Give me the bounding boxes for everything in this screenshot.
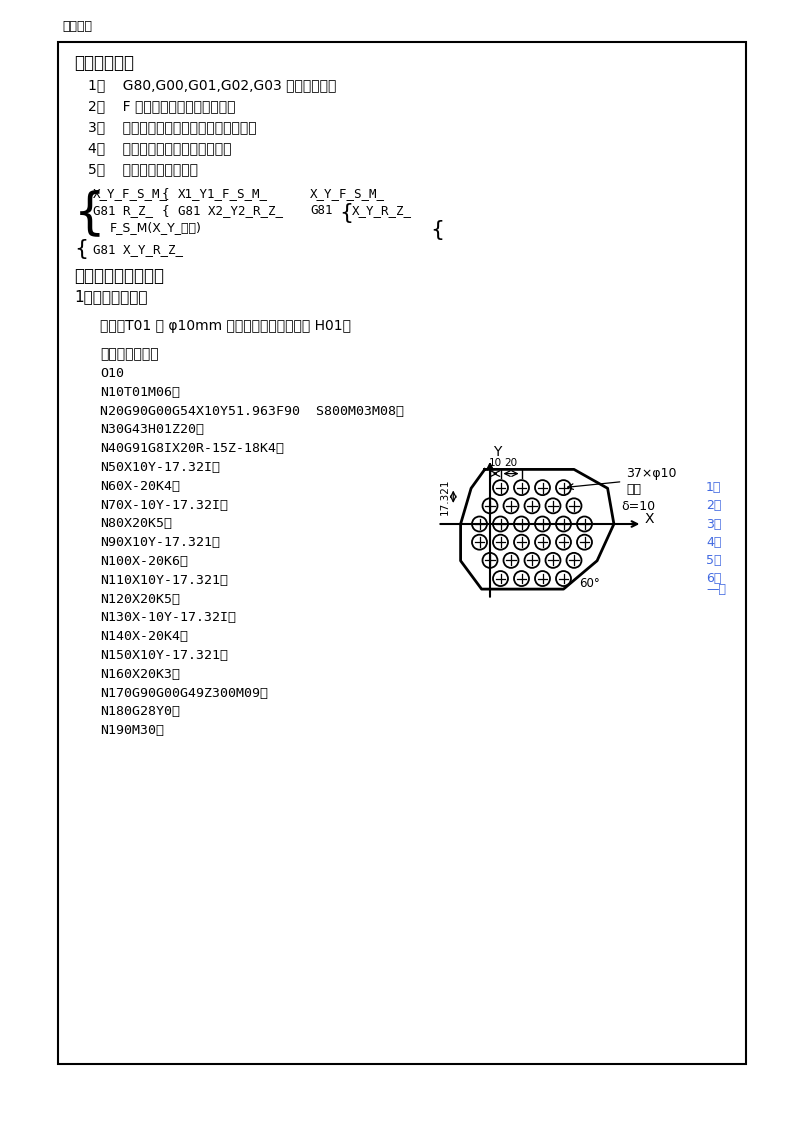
Text: 2排: 2排: [706, 499, 722, 513]
Text: 欢迎阅读: 欢迎阅读: [62, 20, 92, 33]
Text: {: {: [430, 220, 444, 240]
Text: N10T01M06；: N10T01M06；: [100, 386, 180, 398]
Text: 4、    加工电子仪时，倍率开关无效: 4、 加工电子仪时，倍率开关无效: [88, 141, 232, 155]
Text: N190M30；: N190M30；: [100, 724, 164, 737]
Text: δ=10: δ=10: [621, 499, 655, 513]
Text: G81 X2_Y2_R_Z_: G81 X2_Y2_R_Z_: [178, 204, 283, 217]
Text: —排: —排: [706, 582, 726, 596]
Text: 1、    G80,G00,G01,G02,G03 取消固定循环: 1、 G80,G00,G01,G02,G03 取消固定循环: [88, 79, 336, 92]
Text: G81 R_Z_: G81 R_Z_: [93, 204, 153, 217]
Text: N110X10Y-17.321；: N110X10Y-17.321；: [100, 573, 228, 587]
Text: O10: O10: [100, 367, 124, 380]
Text: 2、    F 取消了固定循环也保留下来: 2、 F 取消了固定循环也保留下来: [88, 99, 236, 113]
Text: 60°: 60°: [579, 578, 600, 590]
Bar: [58, 42, 746, 1064]
Text: 3排: 3排: [706, 517, 722, 531]
Text: 17.321: 17.321: [440, 478, 450, 515]
Text: 四、注意事项: 四、注意事项: [74, 54, 134, 72]
Text: N70X-10Y-17.32I；: N70X-10Y-17.32I；: [100, 498, 228, 512]
Text: 10: 10: [488, 458, 502, 468]
Text: N90X10Y-17.321；: N90X10Y-17.321；: [100, 536, 220, 549]
Text: 4排: 4排: [706, 535, 722, 549]
Text: N100X-20K6；: N100X-20K6；: [100, 555, 188, 568]
Text: {: {: [339, 203, 353, 223]
Text: 程序编写如下：: 程序编写如下：: [100, 347, 159, 361]
Text: 5排: 5排: [706, 554, 722, 567]
Text: N80X20K5；: N80X20K5；: [100, 517, 172, 531]
Text: 通孔: 通孔: [626, 484, 642, 496]
Text: X_Y_F_S_M_: X_Y_F_S_M_: [310, 187, 385, 200]
Text: {: {: [74, 188, 105, 237]
Text: 五、相关实践知识：: 五、相关实践知识：: [74, 267, 164, 285]
Text: G81: G81: [310, 204, 332, 217]
Text: X: X: [645, 512, 654, 526]
Text: G81 X_Y_R_Z_: G81 X_Y_R_Z_: [93, 243, 183, 256]
Text: 刀具：T01 为 φ10mm 的钻头，长度补偿号为 H01。: 刀具：T01 为 φ10mm 的钻头，长度补偿号为 H01。: [100, 319, 351, 333]
Text: 20: 20: [504, 458, 518, 468]
Text: 3、    主轴动作要事先明确，必须使转起来: 3、 主轴动作要事先明确，必须使转起来: [88, 120, 257, 134]
Text: N170G90G00G49Z300M09；: N170G90G00G49Z300M09；: [100, 687, 268, 700]
Text: 5、    第一个钻孔的加工：: 5、 第一个钻孔的加工：: [88, 162, 198, 176]
Text: N160X20K3；: N160X20K3；: [100, 668, 180, 681]
Text: 1排: 1排: [706, 481, 722, 494]
Text: N120X20K5；: N120X20K5；: [100, 592, 180, 606]
Text: {: {: [162, 204, 170, 217]
Text: {: {: [74, 239, 88, 259]
Text: N40G91G8IX20R-15Z-18K4；: N40G91G8IX20R-15Z-18K4；: [100, 442, 284, 456]
Text: N150X10Y-17.321；: N150X10Y-17.321；: [100, 649, 228, 662]
Text: N180G28Y0；: N180G28Y0；: [100, 706, 180, 718]
Text: X_Y_R_Z_: X_Y_R_Z_: [352, 204, 412, 217]
Text: N50X10Y-17.32I；: N50X10Y-17.32I；: [100, 461, 220, 473]
Text: N20G90G00G54X10Y51.963F90  S800M03M08；: N20G90G00G54X10Y51.963F90 S800M03M08；: [100, 405, 404, 417]
Text: N140X-20K4；: N140X-20K4；: [100, 631, 188, 643]
Text: 6排: 6排: [706, 572, 722, 585]
Text: X1_Y1_F_S_M_: X1_Y1_F_S_M_: [178, 187, 268, 200]
Text: 1、正确装夹工件: 1、正确装夹工件: [74, 289, 147, 304]
Text: {: {: [162, 187, 170, 200]
Text: N130X-10Y-17.32I；: N130X-10Y-17.32I；: [100, 611, 236, 625]
Text: 37×φ10: 37×φ10: [626, 467, 677, 480]
Text: N30G43H01Z20；: N30G43H01Z20；: [100, 423, 204, 436]
Text: F_S_M(X_Y_不定): F_S_M(X_Y_不定): [110, 221, 202, 234]
Text: N60X-20K4；: N60X-20K4；: [100, 480, 180, 493]
Text: X_Y_F_S_M_: X_Y_F_S_M_: [93, 187, 168, 200]
Text: Y: Y: [493, 445, 501, 459]
